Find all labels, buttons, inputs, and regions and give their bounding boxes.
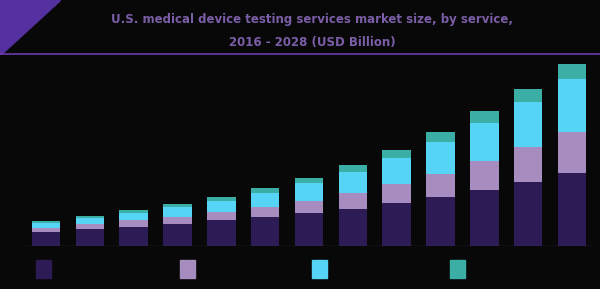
Text: U.S. medical device testing services market size, by service,: U.S. medical device testing services mar…: [111, 13, 513, 26]
Bar: [251, 207, 280, 217]
Bar: [558, 64, 586, 79]
Polygon shape: [0, 0, 60, 55]
Bar: [295, 201, 323, 213]
Bar: [207, 221, 236, 246]
Bar: [382, 184, 411, 203]
Bar: [295, 213, 323, 246]
Bar: [514, 102, 542, 147]
Bar: [295, 184, 323, 201]
Bar: [426, 174, 455, 197]
Bar: [207, 212, 236, 221]
Bar: [251, 193, 280, 207]
Bar: [180, 260, 195, 278]
Bar: [450, 260, 465, 278]
Bar: [312, 260, 327, 278]
Bar: [295, 178, 323, 184]
Bar: [36, 260, 51, 278]
Bar: [163, 207, 192, 216]
Bar: [251, 188, 280, 193]
Bar: [426, 132, 455, 142]
Bar: [163, 216, 192, 224]
Bar: [32, 232, 60, 246]
Bar: [119, 227, 148, 246]
Bar: [338, 172, 367, 193]
Bar: [382, 150, 411, 158]
Bar: [163, 224, 192, 246]
Bar: [558, 173, 586, 246]
Bar: [470, 112, 499, 123]
Bar: [163, 204, 192, 207]
Bar: [558, 79, 586, 132]
Bar: [470, 190, 499, 246]
Bar: [338, 165, 367, 172]
Bar: [338, 193, 367, 209]
Bar: [76, 229, 104, 246]
Bar: [338, 209, 367, 246]
Bar: [119, 210, 148, 213]
Text: 2016 - 2028 (USD Billion): 2016 - 2028 (USD Billion): [229, 36, 395, 49]
Bar: [382, 203, 411, 246]
Bar: [207, 197, 236, 201]
Bar: [32, 223, 60, 228]
Bar: [558, 132, 586, 173]
Bar: [426, 142, 455, 174]
Bar: [426, 197, 455, 246]
Bar: [470, 123, 499, 161]
Bar: [76, 224, 104, 229]
Bar: [251, 217, 280, 246]
Bar: [207, 201, 236, 212]
Bar: [514, 89, 542, 102]
Bar: [32, 228, 60, 232]
Bar: [119, 213, 148, 221]
Bar: [76, 218, 104, 224]
Bar: [32, 221, 60, 223]
Bar: [382, 158, 411, 184]
Bar: [514, 147, 542, 182]
Bar: [119, 221, 148, 227]
Bar: [514, 182, 542, 246]
Bar: [76, 216, 104, 218]
Bar: [470, 161, 499, 190]
